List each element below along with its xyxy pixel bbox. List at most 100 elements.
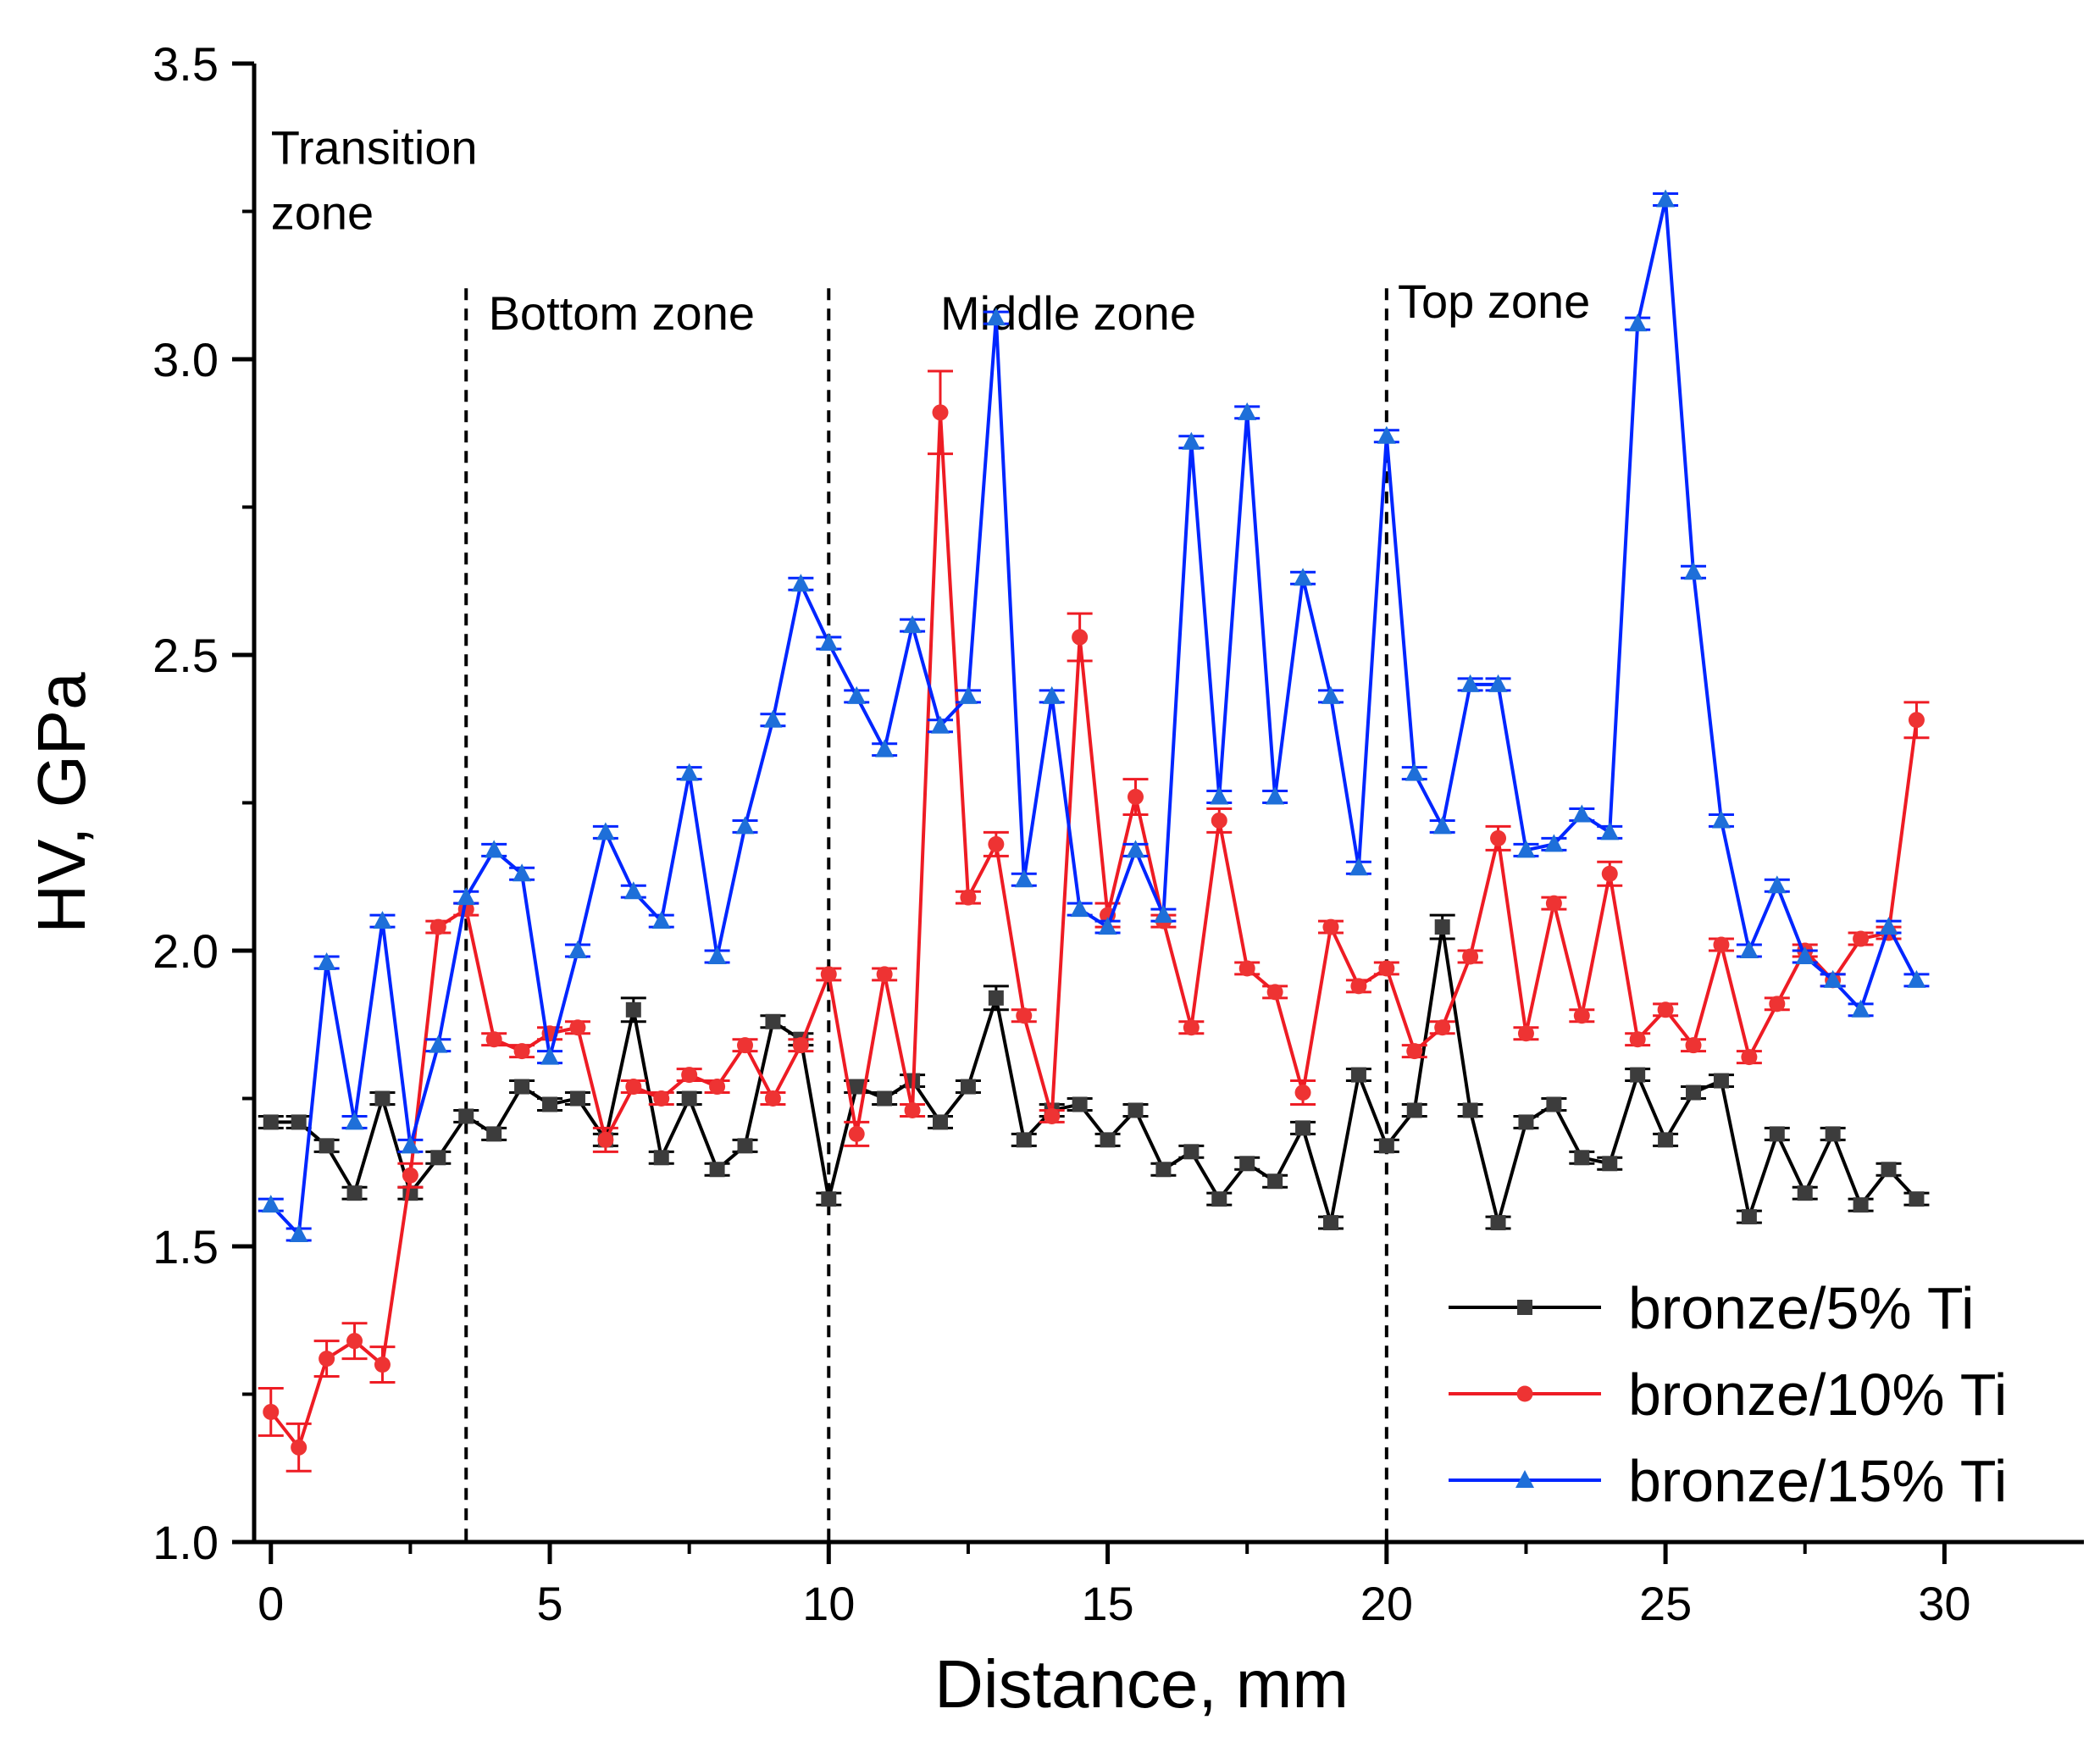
legend-swatch-marker [1515,1470,1534,1488]
data-point [1267,1173,1283,1190]
zone-label: Bottom zone [489,286,755,340]
data-point [569,1019,586,1036]
data-point [1377,425,1396,444]
data-point [1545,895,1562,912]
data-point [597,1131,614,1148]
data-point [261,1195,280,1213]
legend-label: bronze/5% Ti [1628,1275,1975,1341]
data-point [1460,674,1480,692]
data-point [1600,822,1620,840]
series-1 [258,913,1930,1231]
data-point [402,1167,418,1184]
data-point [765,1013,781,1029]
data-point [568,940,587,958]
data-point [847,685,867,704]
data-point [1266,984,1283,1001]
data-point [1098,917,1117,935]
data-point [1853,930,1870,947]
data-point [903,615,923,634]
data-point [1155,1162,1172,1178]
series-group [258,189,1930,1473]
data-point [1825,1126,1841,1142]
data-point [485,840,504,858]
data-point [709,1079,726,1096]
data-point [1044,1107,1061,1124]
y-tick-label: 1.0 [152,1516,219,1569]
data-point [1042,685,1061,704]
data-point [623,881,643,900]
data-point [289,1224,308,1243]
data-point [1684,562,1704,580]
data-point [1488,674,1508,692]
y-tick-label: 3.5 [152,37,219,91]
data-point [764,1090,781,1107]
data-point [651,911,671,929]
legend-label: bronze/10% Ti [1628,1362,2007,1428]
data-point [1741,1209,1757,1225]
series-line [269,197,1919,1237]
data-point [1405,763,1424,781]
data-point [513,863,532,882]
data-point [1406,1102,1422,1118]
data-point [457,887,476,906]
data-point [1406,1043,1423,1060]
data-point [1432,816,1452,835]
y-tick-label: 2.0 [152,924,219,978]
data-point [1907,969,1926,988]
x-tick-label: 15 [1081,1577,1133,1630]
x-tick-label: 0 [258,1577,284,1630]
data-point [1657,1001,1674,1018]
data-point [1851,999,1870,1018]
data-point [960,889,977,906]
data-point [1294,1085,1311,1101]
data-point [875,739,895,757]
data-point [513,1043,530,1060]
data-point [1546,1096,1562,1112]
data-point [1238,960,1255,977]
zone-label: Transition [271,121,478,175]
data-point [1434,1019,1451,1036]
data-point [374,1356,391,1373]
data-point [374,1090,391,1107]
data-point [1154,905,1173,924]
data-point [1572,804,1592,823]
data-point [1656,189,1676,208]
data-point [1686,1085,1702,1101]
data-point [1879,917,1898,935]
data-point [1321,685,1340,704]
data-point [1767,875,1787,894]
data-point [707,946,727,964]
data-point [792,1037,809,1054]
data-point [931,715,950,734]
data-point [1126,840,1145,858]
data-point [1182,431,1201,450]
data-point [1210,786,1229,805]
data-point [1128,1102,1144,1118]
data-point [1434,919,1450,935]
data-point [1183,1144,1200,1160]
data-point [1769,996,1786,1012]
legend: bronze/5% Ti bronze/10% Ti bronze/15% Ti [1449,1275,2007,1514]
data-point [486,1126,502,1142]
data-point [1239,1156,1255,1172]
data-point [819,633,839,652]
data-point [679,763,699,781]
data-point [485,1031,502,1048]
data-point [1711,810,1731,829]
data-point [988,835,1005,852]
data-point [401,1135,420,1154]
data-point [1295,1120,1311,1136]
data-point [1629,1031,1646,1048]
x-tick-label: 5 [536,1577,562,1630]
data-point [1490,829,1507,846]
data-point [1741,1049,1758,1066]
legend-item: bronze/10% Ti [1449,1362,2007,1428]
data-point [932,404,949,421]
data-point [1266,786,1285,805]
data-point [1628,313,1648,332]
data-point [1211,1191,1227,1207]
legend-swatch-marker [1516,1385,1533,1402]
data-point [849,1079,865,1095]
data-point [1127,789,1144,806]
zone-annotations: Transition zone Bottom zone Middle zone Top … [271,121,1590,1542]
